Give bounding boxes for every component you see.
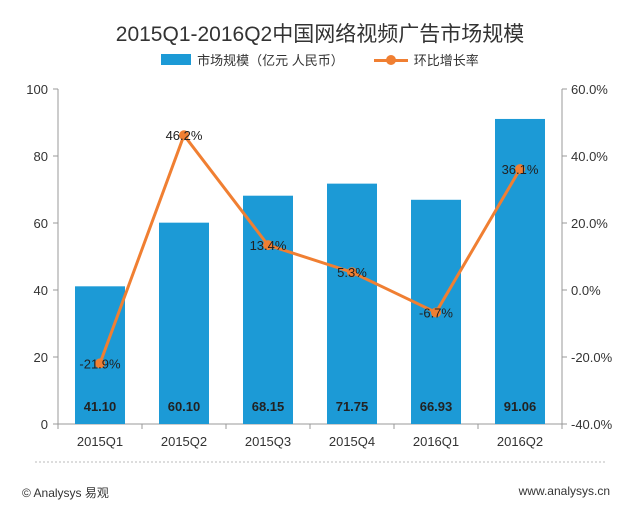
x-tick-label: 2015Q1 xyxy=(77,434,123,449)
legend-bar-label: 市场规模（亿元 人民币） xyxy=(197,53,344,68)
right-tick-label: 40.0% xyxy=(571,149,608,164)
legend-line-marker xyxy=(385,54,396,65)
footer-copyright: © Analysys 易观 xyxy=(22,486,109,500)
bar-value-label: 60.10 xyxy=(168,399,201,414)
bar xyxy=(75,286,125,424)
growth-rate-label: 13.4% xyxy=(250,238,287,253)
left-tick-label: 40 xyxy=(34,283,48,298)
footer-website: www.analysys.cn xyxy=(518,484,610,498)
growth-rate-point xyxy=(263,240,273,251)
growth-rate-point xyxy=(431,307,441,318)
right-tick-label: -40.0% xyxy=(571,417,613,432)
left-tick-label: 20 xyxy=(34,350,48,365)
right-tick-label: 60.0% xyxy=(571,82,608,97)
left-tick-label: 60 xyxy=(34,216,48,231)
right-tick-label: -20.0% xyxy=(571,350,613,365)
right-tick-label: 0.0% xyxy=(571,283,601,298)
growth-rate-label: 36.1% xyxy=(502,162,539,177)
legend-line-label: 环比增长率 xyxy=(413,53,479,68)
bar xyxy=(243,195,293,424)
legend-item-bar: 市场规模（亿元 人民币） xyxy=(161,50,344,69)
bar-value-label: 91.06 xyxy=(504,399,537,414)
legend-line-swatch xyxy=(373,54,408,66)
bar-value-label: 66.93 xyxy=(420,399,453,414)
x-tick-label: 2016Q2 xyxy=(497,434,543,449)
growth-rate-label: 5.3% xyxy=(337,265,367,280)
legend-bar-swatch xyxy=(161,54,192,65)
growth-rate-point xyxy=(95,358,105,369)
growth-rate-point xyxy=(347,267,357,278)
bar-value-label: 41.10 xyxy=(84,399,117,414)
right-tick-label: 20.0% xyxy=(571,216,608,231)
bar xyxy=(327,183,377,424)
chart-title: 2015Q1-2016Q2中国网络视频广告市场规模 xyxy=(115,23,525,46)
bar-value-label: 68.15 xyxy=(252,399,285,414)
x-tick-label: 2015Q4 xyxy=(329,434,375,449)
x-tick-label: 2015Q2 xyxy=(161,434,207,449)
growth-rate-label: -6.7% xyxy=(419,305,453,320)
growth-rate-point xyxy=(179,130,189,141)
growth-rate-label: 46.2% xyxy=(166,128,203,143)
growth-rate-label: -21.9% xyxy=(79,356,121,371)
legend: 市场规模（亿元 人民币） 环比增长率 xyxy=(0,50,640,69)
growth-rate-line xyxy=(98,132,522,364)
left-tick-label: 100 xyxy=(26,82,48,97)
legend-item-line: 环比增长率 xyxy=(373,50,479,69)
left-tick-label: 0 xyxy=(41,417,48,432)
bar xyxy=(159,222,209,424)
left-tick-label: 80 xyxy=(34,149,48,164)
x-tick-label: 2016Q1 xyxy=(413,434,459,449)
growth-rate-point xyxy=(515,164,525,175)
bar-value-label: 71.75 xyxy=(336,399,369,414)
x-tick-label: 2015Q3 xyxy=(245,434,291,449)
